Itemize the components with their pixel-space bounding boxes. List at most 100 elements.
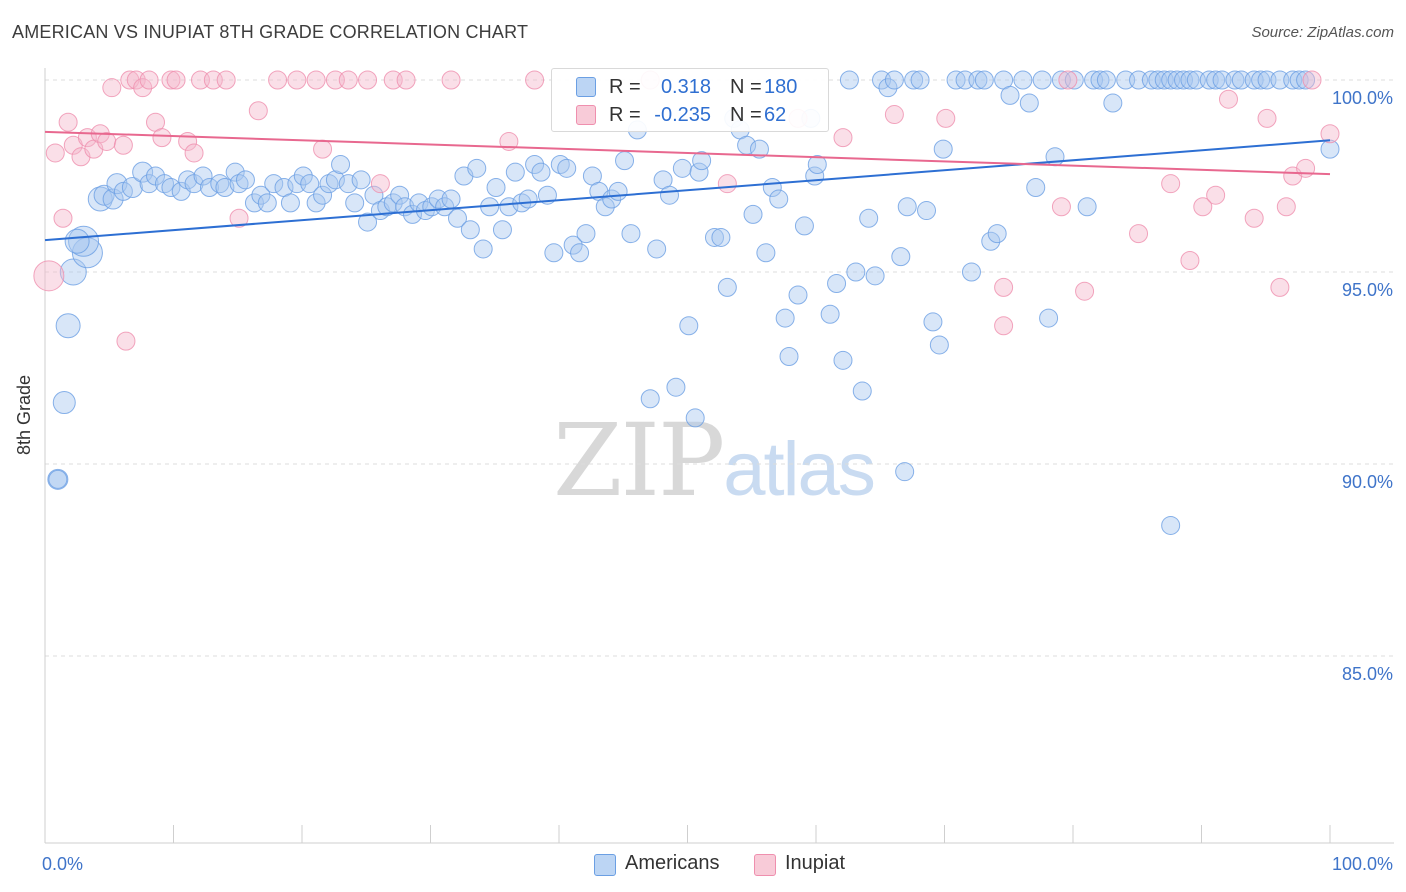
american-point — [711, 227, 731, 247]
americans-points — [47, 70, 1340, 535]
y-axis-label: 8th Grade — [14, 374, 34, 455]
american-point — [1090, 70, 1110, 90]
american-point — [756, 243, 776, 263]
american-point — [139, 174, 159, 194]
chart-title: AMERICAN VS INUPIAT 8TH GRADE CORRELATIO… — [12, 22, 529, 42]
american-point — [225, 162, 245, 182]
american-point — [1026, 178, 1046, 198]
american-point — [878, 78, 898, 98]
y-tick-label: 90.0% — [1342, 472, 1393, 492]
y-tick-label: 100.0% — [1332, 88, 1393, 108]
inupiat-point — [97, 131, 117, 151]
series-swatch-americans — [594, 854, 616, 876]
inupiat-point — [216, 70, 236, 90]
american-point — [666, 377, 686, 397]
inupiat-point — [1296, 158, 1316, 178]
american-point — [640, 389, 660, 409]
inupiat-point — [33, 260, 65, 292]
american-point — [968, 70, 988, 90]
american-point — [839, 70, 859, 90]
american-point — [692, 151, 712, 171]
american-point — [910, 70, 930, 90]
legend-r-value: 0.318 — [660, 76, 711, 98]
inupiat-point — [884, 105, 904, 125]
american-point — [52, 391, 76, 415]
american-point — [1000, 85, 1020, 105]
american-point — [891, 247, 911, 267]
legend-n-value: 62 — [764, 104, 787, 126]
american-point — [576, 224, 596, 244]
legend-row-inupiat: R = -0.235 N = 62 — [552, 101, 828, 129]
american-point — [704, 227, 724, 247]
american-point — [460, 220, 480, 240]
inupiat-points — [33, 70, 1340, 351]
american-point — [852, 381, 872, 401]
y-tick-labels: 100.0% 95.0% 90.0% 85.0% — [1332, 88, 1393, 684]
inupiat-point — [139, 70, 159, 90]
inupiat-point — [499, 131, 519, 151]
american-point — [499, 197, 519, 217]
legend-r-label: R = — [609, 76, 641, 98]
american-point — [865, 266, 885, 286]
inupiat-point — [1129, 224, 1149, 244]
american-point — [672, 158, 692, 178]
american-point — [974, 70, 994, 90]
inupiat-point — [1257, 108, 1277, 128]
inupiat-point — [58, 112, 78, 132]
american-point — [1096, 70, 1116, 90]
american-point — [351, 170, 371, 190]
inupiat-point — [102, 78, 122, 98]
inupiat-point — [248, 101, 268, 121]
gridlines — [45, 79, 1394, 657]
legend-n-value: 180 — [764, 76, 798, 98]
inupiat-point — [717, 174, 737, 194]
inupiat-point — [184, 143, 204, 163]
inupiat-point — [113, 135, 133, 155]
watermark-atlas: atlas — [723, 427, 876, 512]
americans-trendline — [44, 139, 1331, 242]
x-tick-label: 100.0% — [1332, 854, 1393, 874]
inupiat-point — [1180, 250, 1200, 270]
american-point — [403, 204, 423, 224]
american-point — [981, 231, 1001, 251]
american-point — [525, 154, 545, 174]
x-tick-labels: 0.0% 100.0% — [42, 854, 1393, 874]
inupiat-point — [306, 70, 326, 90]
legend-r-label: R = — [609, 104, 641, 126]
inupiat-point — [1206, 185, 1226, 205]
american-point — [679, 316, 699, 336]
inupiat-point — [994, 316, 1014, 336]
american-point — [987, 224, 1007, 244]
inupiat-point — [229, 208, 249, 228]
american-point — [595, 197, 615, 217]
trendlines — [44, 130, 1331, 242]
american-point — [264, 174, 284, 194]
american-point — [1225, 70, 1245, 90]
series-label-americans: Americans — [625, 852, 720, 874]
inupiat-point — [1075, 281, 1095, 301]
american-point — [293, 166, 313, 186]
american-point — [1320, 139, 1340, 159]
american-point — [441, 189, 461, 209]
american-point — [1296, 70, 1316, 90]
american-point — [621, 224, 641, 244]
american-point — [833, 350, 853, 370]
american-point — [904, 70, 924, 90]
american-point — [779, 346, 799, 366]
y-tick-label: 95.0% — [1342, 280, 1393, 300]
inupiat-point — [396, 70, 416, 90]
inupiat-point — [525, 70, 545, 90]
inupiat-point — [45, 143, 65, 163]
inupiat-point — [287, 70, 307, 90]
american-point — [313, 185, 333, 205]
american-point — [210, 174, 230, 194]
inupiat-point — [133, 78, 153, 98]
american-point — [563, 235, 583, 255]
american-point — [1103, 93, 1123, 113]
american-point — [1077, 197, 1097, 217]
american-point — [1039, 308, 1059, 328]
american-point — [923, 312, 943, 332]
inupiat-point — [1193, 197, 1213, 217]
inupiat-point — [338, 70, 358, 90]
